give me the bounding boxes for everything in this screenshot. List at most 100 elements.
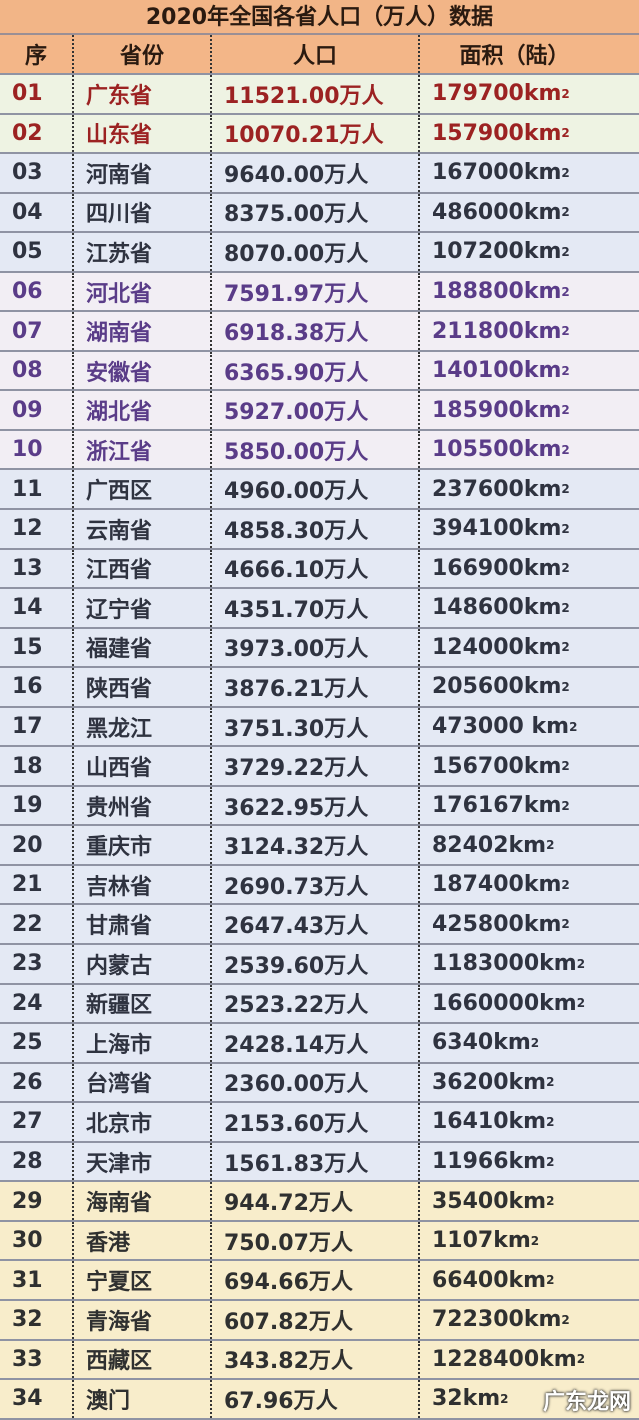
cell-population-text: 2539.60万人 <box>224 953 369 979</box>
cell-province: 吉林省 <box>72 865 210 904</box>
cell-province: 陕西省 <box>72 668 210 706</box>
cell-area-text: 36200km <box>432 1069 547 1095</box>
table-row: 27 北京市 2153.60万人 16410km 2 <box>0 1103 639 1143</box>
cell-province: 新疆区 <box>72 984 210 1023</box>
cell-province-text: 甘肃省 <box>86 914 153 940</box>
cell-population-text: 11521.00万人 <box>224 83 384 109</box>
header-province: 省份 <box>72 35 210 73</box>
cell-area: 394100km 2 <box>418 510 639 548</box>
cell-population-text: 694.66万人 <box>224 1270 353 1296</box>
unit-superscript: 2 <box>561 561 570 576</box>
cell-area-text: 156700km <box>432 753 562 779</box>
cell-index-text: 30 <box>12 1228 43 1254</box>
table-row: 17 黑龙江 3751.30万人 473000 km 2 <box>0 707 639 748</box>
cell-province-text: 宁夏区 <box>86 1270 153 1296</box>
cell-area-text: 187400km <box>432 872 562 898</box>
cell-area-text: 237600km <box>432 476 562 502</box>
cell-area-text: 140100km <box>432 358 562 384</box>
cell-province-text: 山西省 <box>86 756 153 782</box>
cell-index: 03 <box>0 154 72 192</box>
table-title: 2020年全国各省人口（万人）数据 <box>0 0 639 35</box>
cell-population-text: 343.82万人 <box>224 1349 353 1375</box>
cell-index-text: 32 <box>12 1307 43 1333</box>
cell-province-text: 西藏区 <box>86 1349 153 1375</box>
cell-area: 205600km 2 <box>418 668 639 706</box>
header-population: 人口 <box>210 35 418 73</box>
cell-area: 167000km 2 <box>418 154 639 192</box>
cell-population: 7591.97万人 <box>210 272 418 311</box>
cell-province: 黑龙江 <box>72 707 210 746</box>
cell-area: 35400km 2 <box>418 1182 639 1220</box>
cell-area: 722300km 2 <box>418 1300 639 1339</box>
cell-area-text: 66400km <box>432 1267 547 1293</box>
unit-superscript: 2 <box>576 1352 586 1367</box>
cell-population-text: 3876.21万人 <box>224 676 369 702</box>
unit-superscript: 2 <box>561 521 570 536</box>
table-row: 20 重庆市 3124.32万人 82402km 2 <box>0 826 639 866</box>
cell-population-text: 2428.14万人 <box>224 1032 369 1058</box>
cell-area: 179700km 2 <box>418 75 639 113</box>
cell-province: 山东省 <box>72 114 210 153</box>
cell-province: 浙江省 <box>72 430 210 469</box>
cell-population: 2690.73万人 <box>210 865 418 904</box>
cell-population-text: 5927.00万人 <box>224 400 369 426</box>
cell-index: 14 <box>0 589 72 627</box>
table-row: 34 澳门 67.96万人 32km 2 <box>0 1380 639 1420</box>
cell-index: 32 <box>0 1301 72 1339</box>
cell-province: 西藏区 <box>72 1340 210 1379</box>
cell-population: 2428.14万人 <box>210 1024 418 1062</box>
cell-index-text: 06 <box>12 279 43 304</box>
cell-area-text: 167000km <box>432 160 562 186</box>
cell-population: 607.82万人 <box>210 1300 418 1339</box>
unit-superscript: 2 <box>561 363 570 378</box>
cell-province: 甘肃省 <box>72 905 210 944</box>
cell-area: 66400km 2 <box>418 1261 639 1299</box>
cell-area: 188800km 2 <box>418 272 639 311</box>
cell-province: 河北省 <box>72 272 210 311</box>
cell-province: 江苏省 <box>72 233 210 271</box>
unit-superscript: 2 <box>561 403 570 418</box>
table-row: 11 广西区 4960.00万人 237600km 2 <box>0 470 639 511</box>
cell-population-text: 1561.83万人 <box>224 1151 369 1177</box>
cell-population: 343.82万人 <box>210 1340 418 1379</box>
cell-area-text: 148600km <box>432 595 562 621</box>
cell-population-text: 2360.00万人 <box>224 1072 369 1098</box>
unit-superscript: 2 <box>546 838 555 853</box>
cell-province-text: 上海市 <box>86 1032 153 1058</box>
cell-population: 694.66万人 <box>210 1261 418 1299</box>
cell-index: 34 <box>0 1380 72 1418</box>
cell-area: 1660000km 2 <box>418 984 639 1023</box>
cell-area-text: 185900km <box>432 397 562 423</box>
cell-index-text: 14 <box>12 595 43 621</box>
cell-population-text: 67.96万人 <box>224 1388 338 1414</box>
cell-index-text: 11 <box>12 476 43 502</box>
cell-area-text: 82402km <box>432 832 547 858</box>
cell-area-text: 425800km <box>432 911 562 937</box>
cell-population: 10070.21万人 <box>210 114 418 153</box>
cell-province: 澳门 <box>72 1380 210 1418</box>
cell-index-text: 26 <box>12 1069 43 1095</box>
cell-index: 08 <box>0 352 72 390</box>
cell-population: 2647.43万人 <box>210 905 418 944</box>
unit-superscript: 2 <box>546 1114 555 1129</box>
cell-area: 16410km 2 <box>418 1103 639 1141</box>
cell-province: 安徽省 <box>72 351 210 390</box>
cell-province-text: 河北省 <box>86 281 153 307</box>
cell-index: 25 <box>0 1024 72 1062</box>
cell-area: 107200km 2 <box>418 233 639 271</box>
cell-population: 3729.22万人 <box>210 747 418 785</box>
cell-area: 185900km 2 <box>418 391 639 429</box>
unit-superscript: 2 <box>546 1194 555 1209</box>
cell-province: 云南省 <box>72 510 210 548</box>
cell-area: 105500km 2 <box>418 430 639 469</box>
table-row: 12 云南省 4858.30万人 394100km 2 <box>0 510 639 550</box>
cell-province: 台湾省 <box>72 1063 210 1102</box>
cell-province: 香港 <box>72 1221 210 1260</box>
cell-area-text: 188800km <box>432 279 562 304</box>
cell-index: 31 <box>0 1261 72 1299</box>
unit-superscript: 2 <box>500 1391 509 1406</box>
cell-province: 贵州省 <box>72 786 210 825</box>
watermark-logo: 广东龙网 <box>542 1390 631 1415</box>
cell-population: 4666.10万人 <box>210 549 418 588</box>
cell-province: 海南省 <box>72 1182 210 1220</box>
